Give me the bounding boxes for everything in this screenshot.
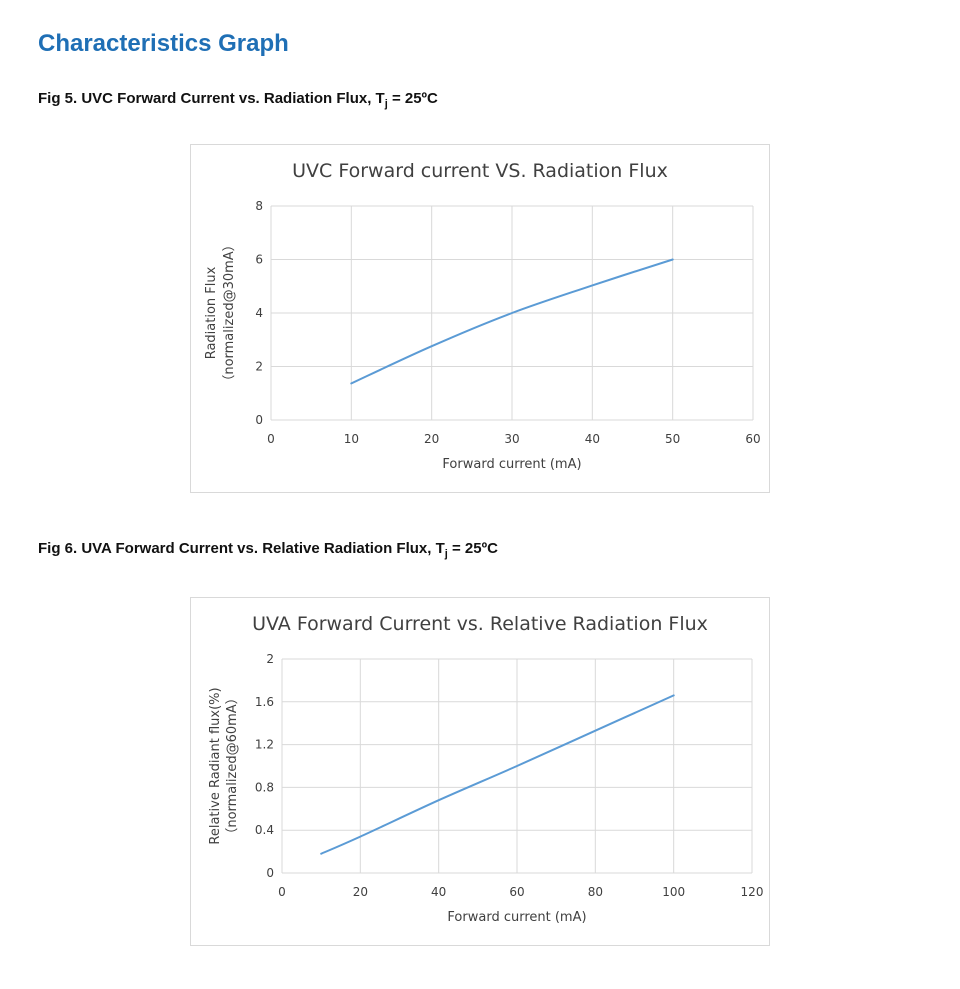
- chart2-y-tick-label: 2: [266, 652, 274, 666]
- chart2-y-tick-label: 0.4: [255, 823, 274, 837]
- chart2-x-tick-label: 40: [431, 885, 446, 899]
- chart2-y-axis-label: Relative Radiant flux(%): [208, 687, 223, 844]
- chart1-x-tick-label: 60: [745, 432, 760, 446]
- chart1-x-tick-label: 40: [585, 432, 600, 446]
- chart2-y-tick-label: 0: [266, 866, 274, 880]
- chart2-title: UVA Forward Current vs. Relative Radiati…: [252, 613, 708, 635]
- chart2-y-tick-label: 1.6: [255, 695, 274, 709]
- chart2-y-tick-label: 0.8: [255, 780, 274, 794]
- chart2-y-axis-label-line2: （normalized@60mA）: [225, 691, 240, 840]
- chart2-x-tick-label: 100: [662, 885, 685, 899]
- page-heading: Characteristics Graph: [38, 30, 289, 57]
- chart1-y-tick-label: 2: [255, 360, 263, 374]
- fig6-caption-subscript: j: [444, 548, 448, 560]
- chart2-x-tick-label: 60: [509, 885, 524, 899]
- fig6-caption: Fig 6. UVA Forward Current vs. Relative …: [38, 540, 498, 560]
- chart2-x-tick-label: 20: [353, 885, 368, 899]
- fig5-caption-suffix: = 25ºC: [387, 90, 438, 107]
- fig5-caption-text: Fig 5. UVC Forward Current vs. Radiation…: [38, 90, 385, 107]
- fig6-chart-frame: UVA Forward Current vs. Relative Radiati…: [190, 597, 770, 946]
- chart2-x-tick-label: 0: [278, 885, 286, 899]
- fig5-chart-frame: UVC Forward current VS. Radiation Flux 0 2…: [190, 144, 770, 493]
- fig6-caption-suffix: = 25ºC: [447, 540, 498, 557]
- fig6-chart: UVA Forward Current vs. Relative Radiati…: [208, 613, 764, 925]
- chart1-x-tick-label: 30: [504, 432, 519, 446]
- chart1-y-axis-label: Radiation Flux: [204, 266, 219, 359]
- chart1-title: UVC Forward current VS. Radiation Flux: [292, 160, 668, 182]
- chart1-x-axis-label: Forward current (mA): [442, 457, 581, 472]
- chart1-x-tick-label: 50: [665, 432, 680, 446]
- chart1-x-tick-label: 0: [267, 432, 275, 446]
- fig5-chart: UVC Forward current VS. Radiation Flux 0 2…: [204, 160, 761, 472]
- chart1-y-tick-label: 0: [255, 413, 263, 427]
- chart1-series-line: [350, 258, 674, 385]
- chart2-x-axis-label: Forward current (mA): [447, 910, 586, 925]
- chart2-series-line: [320, 694, 675, 855]
- chart1-x-tick-label: 10: [344, 432, 359, 446]
- chart2-x-tick-label: 80: [588, 885, 603, 899]
- fig6-caption-text: Fig 6. UVA Forward Current vs. Relative …: [38, 540, 445, 557]
- chart1-y-tick-label: 6: [255, 253, 263, 267]
- chart1-x-tick-label: 20: [424, 432, 439, 446]
- chart2-y-tick-label: 1.2: [255, 738, 274, 752]
- chart2-x-tick-label: 120: [741, 885, 764, 899]
- chart1-y-tick-label: 8: [255, 199, 263, 213]
- chart1-y-tick-label: 4: [255, 306, 263, 320]
- chart1-y-axis-label-line2: （normalized@30mA）: [222, 238, 237, 387]
- fig5-caption: Fig 5. UVC Forward Current vs. Radiation…: [38, 90, 438, 110]
- fig5-caption-subscript: j: [384, 98, 388, 110]
